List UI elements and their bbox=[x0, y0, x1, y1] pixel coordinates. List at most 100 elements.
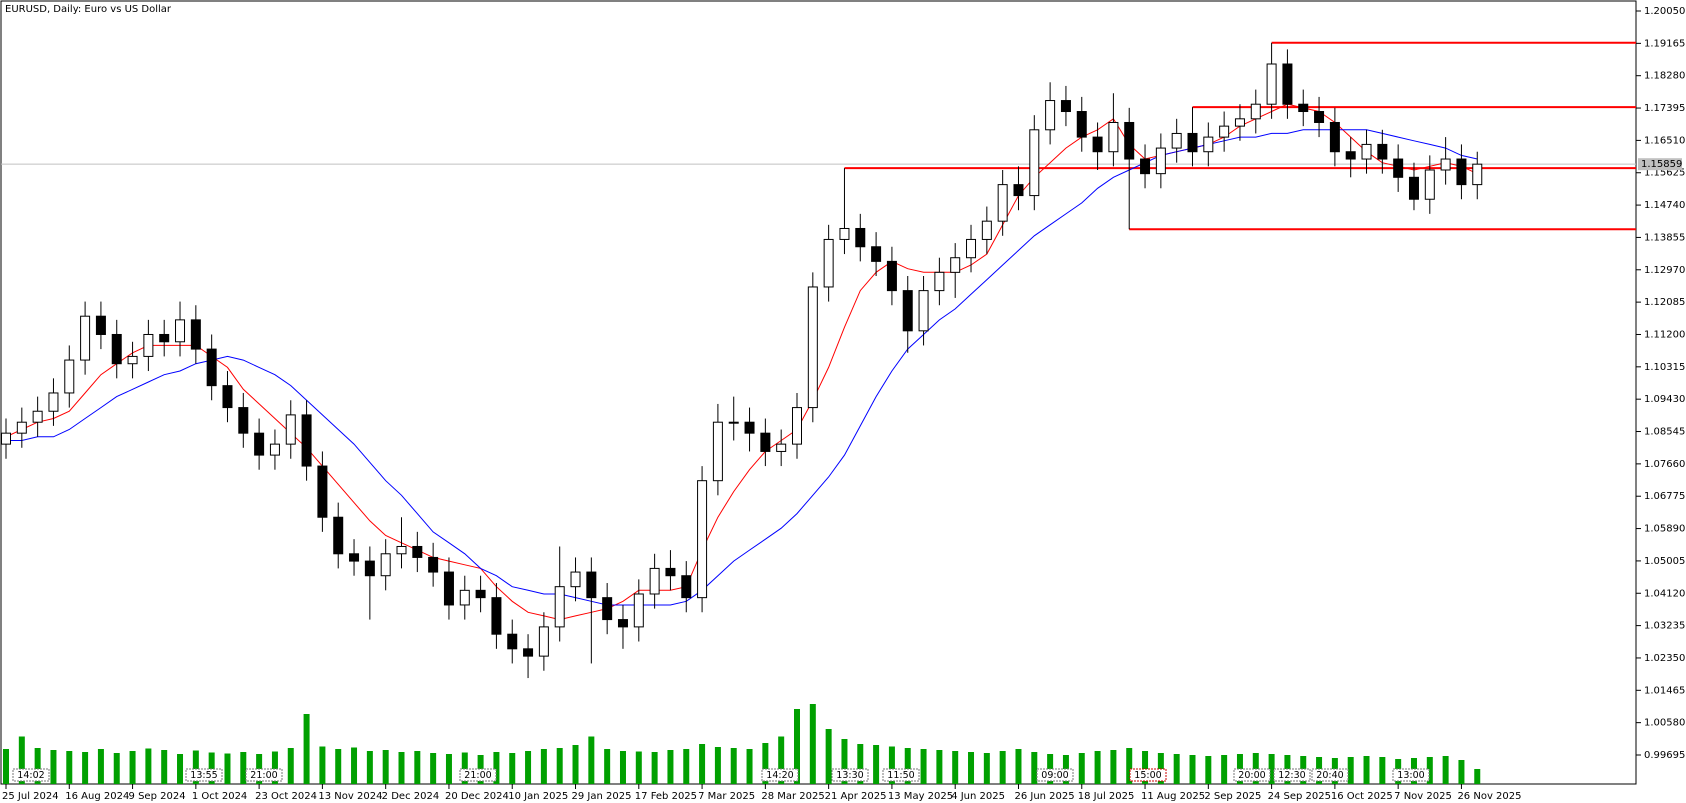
volume-bar bbox=[1189, 755, 1196, 784]
volume-bar bbox=[145, 748, 152, 784]
y-tick-label: 1.16510 bbox=[1644, 135, 1685, 146]
volume-bar bbox=[240, 752, 247, 784]
volume-bar bbox=[920, 749, 927, 784]
y-tick-label: 1.01465 bbox=[1644, 685, 1685, 696]
volume-bar bbox=[319, 746, 326, 784]
volume-bar bbox=[651, 752, 658, 784]
candle-body bbox=[1440, 158, 1451, 171]
event-label: 14:02 bbox=[17, 770, 44, 781]
event-marker: 20:40 bbox=[1311, 768, 1349, 782]
x-tick-label: 2 Dec 2024 bbox=[382, 791, 440, 802]
volume-bar bbox=[825, 729, 832, 784]
candle-body bbox=[633, 593, 644, 628]
volume-bar bbox=[493, 752, 500, 784]
y-tick-label: 1.08545 bbox=[1644, 427, 1685, 438]
y-tick-label: 1.05005 bbox=[1644, 556, 1685, 567]
volume-bar bbox=[762, 743, 769, 784]
volume-bar bbox=[509, 753, 516, 784]
volume-bar bbox=[1015, 749, 1022, 784]
volume-bar bbox=[3, 749, 9, 784]
candle-body bbox=[380, 553, 391, 577]
candle-body bbox=[1314, 111, 1325, 123]
plot-frame bbox=[0, 0, 1637, 785]
candle-body bbox=[459, 589, 470, 606]
candle-body bbox=[728, 421, 739, 424]
candle-body bbox=[80, 315, 91, 361]
x-tick-label: 13 Nov 2024 bbox=[318, 791, 382, 802]
volume-bar bbox=[588, 736, 595, 784]
event-marker: 14:02 bbox=[12, 768, 50, 782]
x-tick-label: 29 Jan 2025 bbox=[572, 791, 632, 802]
volume-bar bbox=[857, 744, 864, 784]
volume-bar bbox=[1126, 748, 1133, 784]
candle-body bbox=[1282, 63, 1293, 105]
candle-body bbox=[475, 589, 486, 599]
volume-bar bbox=[1221, 755, 1228, 784]
volume-bar bbox=[382, 750, 389, 784]
volume-bar bbox=[999, 751, 1006, 784]
candle-body bbox=[1219, 125, 1230, 138]
x-tick-label: 7 Nov 2025 bbox=[1394, 791, 1452, 802]
x-tick-label: 16 Aug 2024 bbox=[65, 791, 129, 802]
candle-body bbox=[586, 571, 597, 599]
volume-bar bbox=[1458, 760, 1465, 784]
volume-bar bbox=[1078, 753, 1085, 784]
candle-body bbox=[1345, 151, 1356, 160]
candle-body bbox=[1250, 103, 1261, 120]
volume-bar bbox=[904, 748, 911, 784]
candle-body bbox=[159, 333, 170, 343]
volume-bar bbox=[952, 751, 959, 784]
event-box bbox=[831, 768, 869, 782]
candle-body bbox=[1187, 132, 1198, 153]
candle-body bbox=[570, 571, 581, 588]
event-label: 13:55 bbox=[190, 770, 217, 781]
volume-bar bbox=[968, 752, 975, 784]
moving-average bbox=[5, 103, 1478, 621]
candle-body bbox=[507, 633, 518, 650]
y-tick-label: 1.04120 bbox=[1644, 588, 1685, 599]
candle-body bbox=[1108, 121, 1119, 153]
candle-body bbox=[712, 421, 723, 482]
event-label: 09:00 bbox=[1041, 770, 1068, 781]
volume-bar bbox=[335, 749, 342, 784]
y-tick-label: 1.14740 bbox=[1644, 200, 1685, 211]
volume-bar bbox=[1442, 756, 1449, 784]
candle-body bbox=[206, 348, 217, 387]
volume-bar bbox=[683, 749, 690, 784]
volume-bar bbox=[303, 714, 310, 784]
event-label: 21:00 bbox=[464, 770, 491, 781]
last-price-box bbox=[1638, 158, 1682, 171]
volume-bar bbox=[1426, 757, 1433, 784]
y-tick-label: 1.18280 bbox=[1644, 71, 1685, 82]
event-box bbox=[245, 768, 283, 782]
candle-body bbox=[95, 315, 106, 335]
candle-body bbox=[1, 432, 11, 445]
candle-body bbox=[428, 556, 439, 573]
y-tick-label: 1.19165 bbox=[1644, 38, 1685, 49]
candle-body bbox=[792, 407, 802, 445]
candle-body bbox=[1361, 143, 1372, 160]
x-tick-label: 21 Apr 2025 bbox=[825, 791, 887, 802]
volume-bar bbox=[271, 751, 278, 784]
x-tick-label: 18 Jul 2025 bbox=[1078, 791, 1135, 802]
volume-bar bbox=[714, 747, 721, 784]
candle-body bbox=[1076, 111, 1087, 138]
event-box bbox=[1129, 768, 1167, 782]
candle-body bbox=[886, 260, 897, 292]
candle-body bbox=[48, 392, 59, 412]
candle-body bbox=[1234, 118, 1245, 127]
volume-bar bbox=[66, 751, 73, 784]
candle-body bbox=[1329, 121, 1340, 153]
candle-body bbox=[1060, 100, 1071, 113]
x-tick-label: 13 May 2025 bbox=[888, 791, 953, 802]
y-tick-label: 1.15625 bbox=[1644, 168, 1685, 179]
candle-body bbox=[64, 359, 75, 394]
x-tick-label: 26 Nov 2025 bbox=[1457, 791, 1521, 802]
event-marker: 13:00 bbox=[1392, 768, 1430, 782]
event-marker: 14:20 bbox=[761, 768, 799, 782]
volume-bar bbox=[1173, 754, 1180, 784]
candle-body bbox=[190, 319, 201, 350]
event-marker: 11:50 bbox=[882, 768, 920, 782]
event-label: 14:20 bbox=[766, 770, 793, 781]
